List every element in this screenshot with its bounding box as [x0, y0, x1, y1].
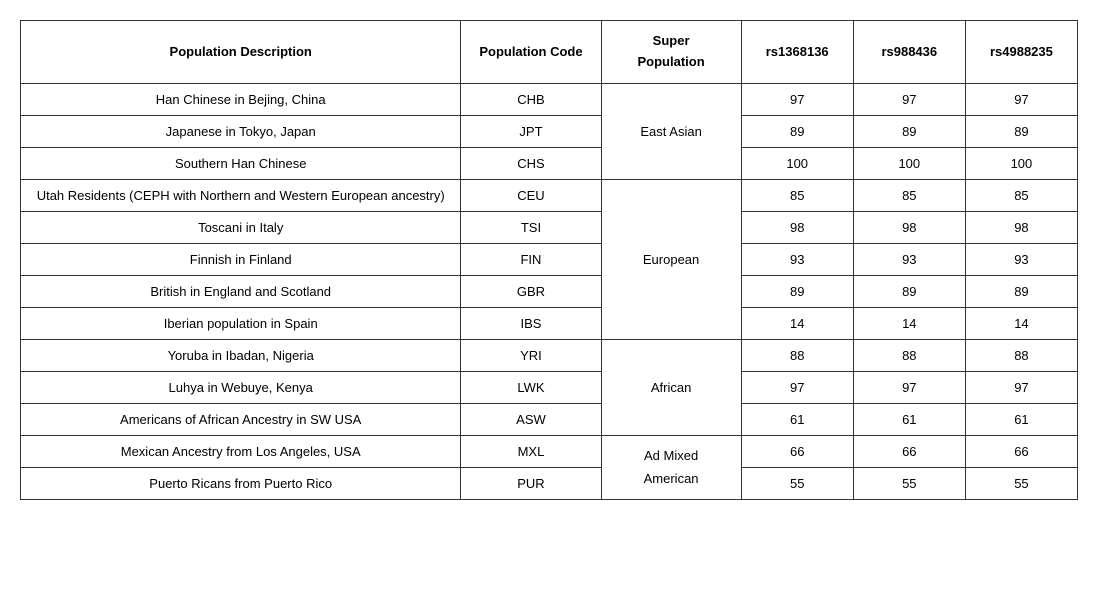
cell-desc: Mexican Ancestry from Los Angeles, USA	[21, 435, 461, 467]
cell-code: PUR	[461, 467, 601, 499]
cell-rs1368136: 100	[741, 147, 853, 179]
cell-super-population: Ad Mixed American	[601, 435, 741, 499]
cell-rs1368136: 61	[741, 403, 853, 435]
cell-rs4988235: 85	[965, 179, 1077, 211]
cell-super-population: European	[601, 179, 741, 339]
cell-rs4988235: 89	[965, 275, 1077, 307]
cell-rs1368136: 89	[741, 275, 853, 307]
cell-code: CEU	[461, 179, 601, 211]
cell-rs988436: 55	[853, 467, 965, 499]
cell-super-population: East Asian	[601, 83, 741, 179]
cell-rs988436: 100	[853, 147, 965, 179]
cell-rs4988235: 89	[965, 115, 1077, 147]
table-header: Population Description Population Code S…	[21, 21, 1078, 84]
cell-rs4988235: 14	[965, 307, 1077, 339]
cell-rs4988235: 61	[965, 403, 1077, 435]
cell-rs988436: 89	[853, 115, 965, 147]
col-super-population-line2: Population	[638, 54, 705, 69]
population-table: Population Description Population Code S…	[20, 20, 1078, 500]
cell-desc: Toscani in Italy	[21, 211, 461, 243]
cell-rs4988235: 98	[965, 211, 1077, 243]
cell-code: CHB	[461, 83, 601, 115]
table-row: Japanese in Tokyo, Japan JPT 89 89 89	[21, 115, 1078, 147]
cell-rs988436: 89	[853, 275, 965, 307]
cell-desc: Puerto Ricans from Puerto Rico	[21, 467, 461, 499]
cell-code: GBR	[461, 275, 601, 307]
cell-rs4988235: 93	[965, 243, 1077, 275]
cell-rs4988235: 100	[965, 147, 1077, 179]
cell-code: TSI	[461, 211, 601, 243]
table-row: Toscani in Italy TSI 98 98 98	[21, 211, 1078, 243]
cell-rs1368136: 66	[741, 435, 853, 467]
table-row: Han Chinese in Bejing, China CHB East As…	[21, 83, 1078, 115]
cell-super-line1: Ad Mixed	[644, 448, 698, 463]
table-row: Mexican Ancestry from Los Angeles, USA M…	[21, 435, 1078, 467]
cell-code: IBS	[461, 307, 601, 339]
cell-rs988436: 97	[853, 83, 965, 115]
table-row: Utah Residents (CEPH with Northern and W…	[21, 179, 1078, 211]
cell-code: JPT	[461, 115, 601, 147]
table-row: Americans of African Ancestry in SW USA …	[21, 403, 1078, 435]
cell-desc: Americans of African Ancestry in SW USA	[21, 403, 461, 435]
col-rs4988235: rs4988235	[965, 21, 1077, 84]
cell-desc: Iberian population in Spain	[21, 307, 461, 339]
table-row: British in England and Scotland GBR 89 8…	[21, 275, 1078, 307]
cell-desc: Finnish in Finland	[21, 243, 461, 275]
cell-rs988436: 88	[853, 339, 965, 371]
cell-rs1368136: 88	[741, 339, 853, 371]
cell-rs988436: 97	[853, 371, 965, 403]
cell-desc: Southern Han Chinese	[21, 147, 461, 179]
col-super-population-line1: Super	[653, 33, 690, 48]
cell-rs1368136: 93	[741, 243, 853, 275]
cell-desc: Japanese in Tokyo, Japan	[21, 115, 461, 147]
col-super-population: Super Population	[601, 21, 741, 84]
cell-code: CHS	[461, 147, 601, 179]
cell-rs988436: 66	[853, 435, 965, 467]
cell-code: MXL	[461, 435, 601, 467]
cell-rs988436: 93	[853, 243, 965, 275]
cell-rs1368136: 55	[741, 467, 853, 499]
col-population-code: Population Code	[461, 21, 601, 84]
cell-code: YRI	[461, 339, 601, 371]
cell-rs988436: 14	[853, 307, 965, 339]
col-population-description: Population Description	[21, 21, 461, 84]
table-row: Finnish in Finland FIN 93 93 93	[21, 243, 1078, 275]
cell-rs988436: 98	[853, 211, 965, 243]
cell-code: ASW	[461, 403, 601, 435]
cell-super-population: African	[601, 339, 741, 435]
cell-desc: Han Chinese in Bejing, China	[21, 83, 461, 115]
cell-rs4988235: 55	[965, 467, 1077, 499]
cell-desc: Yoruba in Ibadan, Nigeria	[21, 339, 461, 371]
cell-rs1368136: 98	[741, 211, 853, 243]
cell-rs4988235: 97	[965, 83, 1077, 115]
col-rs1368136: rs1368136	[741, 21, 853, 84]
cell-super-line2: American	[644, 471, 699, 486]
cell-code: LWK	[461, 371, 601, 403]
cell-rs1368136: 97	[741, 371, 853, 403]
table-row: Iberian population in Spain IBS 14 14 14	[21, 307, 1078, 339]
cell-rs1368136: 14	[741, 307, 853, 339]
table-row: Luhya in Webuye, Kenya LWK 97 97 97	[21, 371, 1078, 403]
cell-rs4988235: 97	[965, 371, 1077, 403]
cell-desc: Utah Residents (CEPH with Northern and W…	[21, 179, 461, 211]
table-row: Puerto Ricans from Puerto Rico PUR 55 55…	[21, 467, 1078, 499]
cell-rs1368136: 89	[741, 115, 853, 147]
table-row: Yoruba in Ibadan, Nigeria YRI African 88…	[21, 339, 1078, 371]
cell-rs4988235: 66	[965, 435, 1077, 467]
table-row: Southern Han Chinese CHS 100 100 100	[21, 147, 1078, 179]
cell-rs1368136: 97	[741, 83, 853, 115]
cell-rs1368136: 85	[741, 179, 853, 211]
cell-desc: British in England and Scotland	[21, 275, 461, 307]
cell-rs988436: 85	[853, 179, 965, 211]
cell-rs988436: 61	[853, 403, 965, 435]
table-body: Han Chinese in Bejing, China CHB East As…	[21, 83, 1078, 499]
cell-desc: Luhya in Webuye, Kenya	[21, 371, 461, 403]
cell-code: FIN	[461, 243, 601, 275]
cell-rs4988235: 88	[965, 339, 1077, 371]
col-rs988436: rs988436	[853, 21, 965, 84]
